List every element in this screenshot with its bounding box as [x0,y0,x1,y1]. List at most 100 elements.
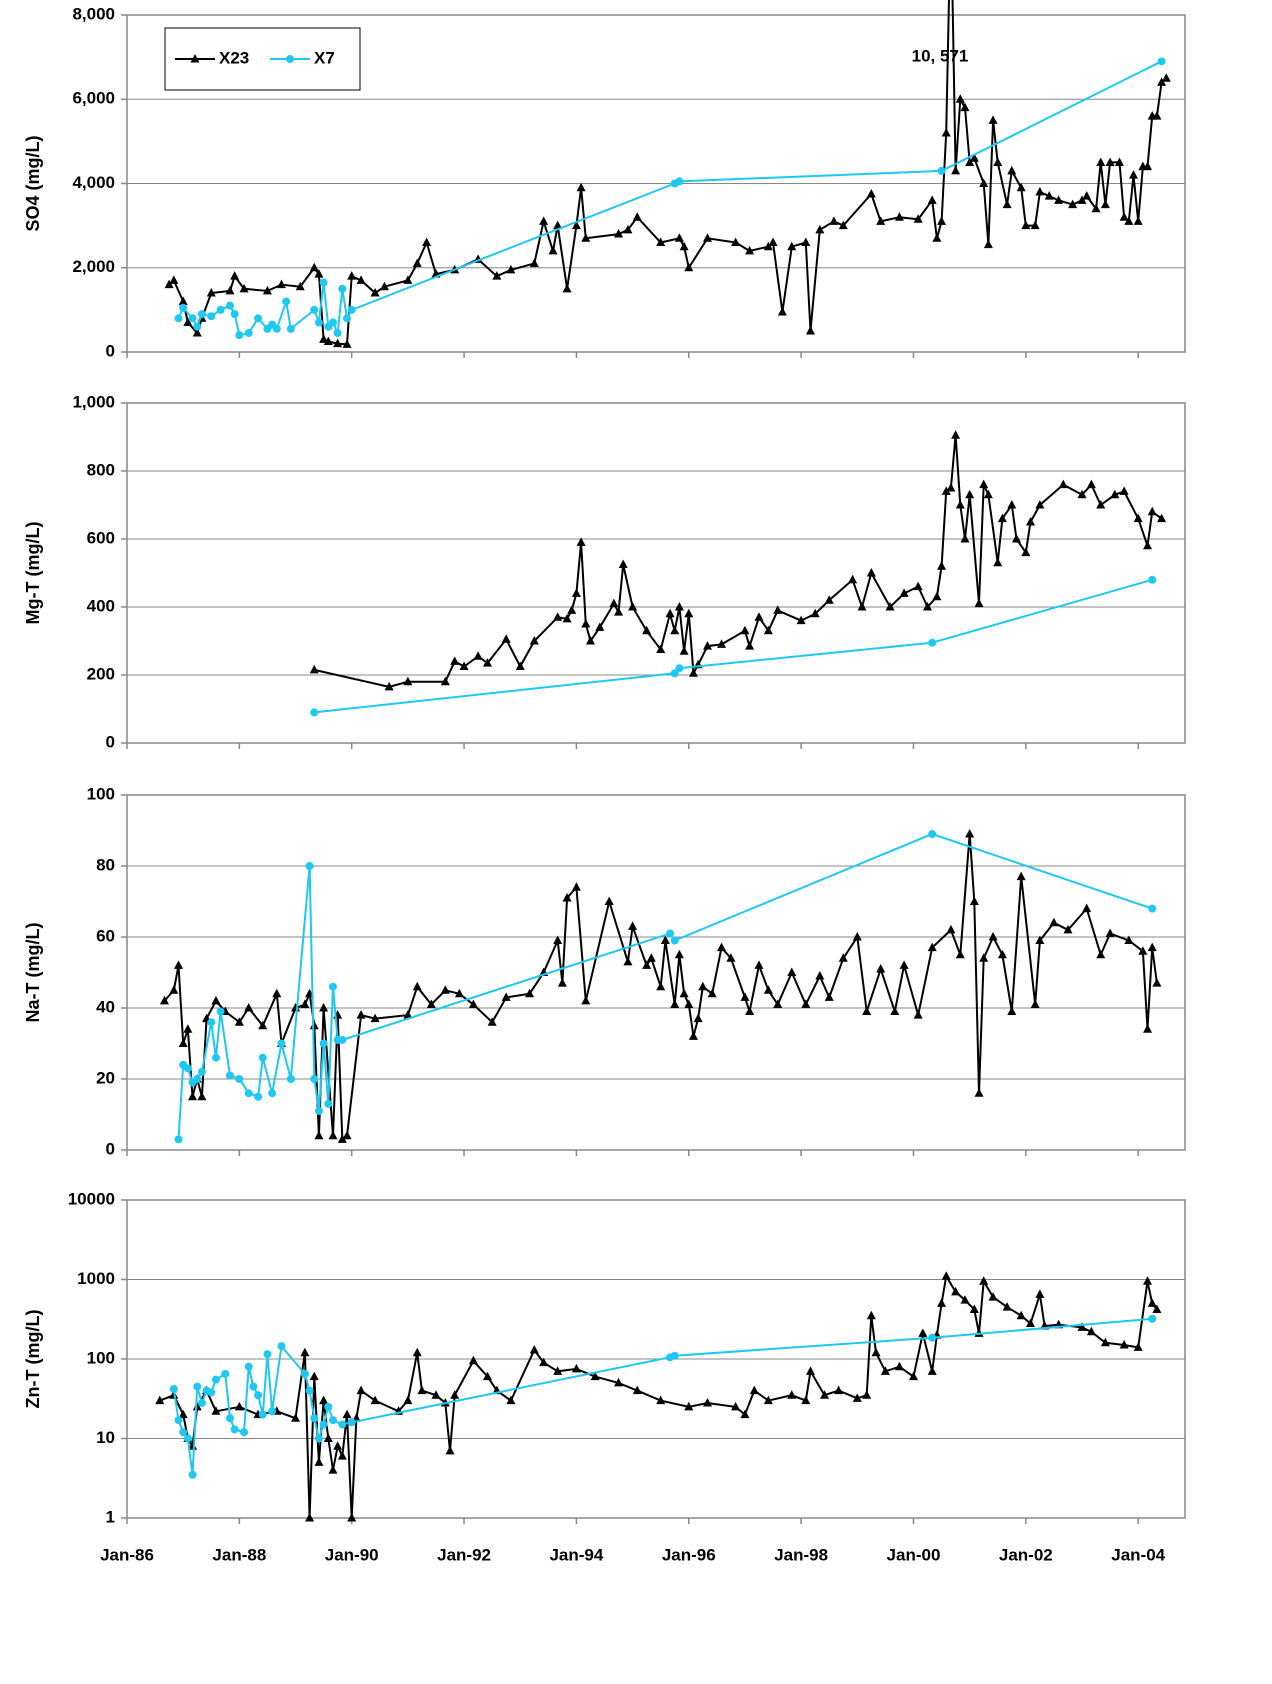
triangle-marker [852,932,862,941]
circle-marker [244,1362,253,1371]
triangle-marker [1096,157,1106,166]
triangle-marker [604,896,614,905]
triangle-marker [632,1385,642,1395]
triangle-marker [553,220,563,230]
triangle-marker [370,1013,380,1023]
circle-marker [324,1402,333,1411]
triangle-marker [459,661,469,670]
triangle-marker [197,1091,207,1101]
triangle-marker [1082,903,1092,913]
circle-marker [310,305,319,314]
triangle-marker [642,960,652,969]
triangle-marker [974,598,984,608]
triangle-marker [632,212,642,221]
circle-marker [305,862,314,870]
triangle-marker [169,275,179,284]
triangle-marker [1068,199,1078,209]
triangle-marker [506,1395,516,1405]
circle-marker [258,1053,267,1062]
triangle-marker [1016,1310,1026,1320]
triangle-marker [492,271,502,280]
triangle-marker [319,1003,329,1012]
y-tick-label: 10 [96,1428,115,1447]
triangle-marker [342,1409,352,1419]
y-tick-label: 200 [87,664,115,683]
circle-marker [1148,575,1157,584]
triangle-marker [810,608,820,618]
triangle-marker [159,995,169,1005]
triangle-marker [323,336,333,345]
triangle-marker [440,985,450,994]
triangle-marker [787,967,797,976]
triangle-marker [768,237,778,246]
circle-marker [282,297,291,306]
triangle-marker [1016,871,1026,881]
y-tick-label: 800 [87,460,115,479]
legend-box [164,27,361,91]
circle-marker [193,322,202,331]
y-tick-label: 100 [87,1348,115,1367]
circle-marker [328,1416,337,1425]
triangle-marker [581,995,591,1005]
circle-marker [240,1428,249,1437]
triangle-marker [824,595,834,604]
triangle-marker [426,999,436,1008]
triangle-marker [993,157,1003,166]
triangle-marker [815,224,825,234]
triangle-marker [913,1010,923,1019]
triangle-marker [571,220,581,230]
circle-marker [249,1382,258,1391]
triangle-marker [211,995,221,1005]
triangle-marker [894,1361,904,1371]
y-tick-label: 1 [106,1507,115,1526]
circle-marker [268,1407,277,1416]
triangle-marker [1007,165,1017,175]
triangle-marker [192,1401,202,1411]
triangle-marker [557,978,567,987]
triangle-marker [628,602,638,611]
triangle-marker [356,1010,366,1019]
triangle-marker [941,486,951,495]
triangle-marker [337,1451,347,1460]
circle-marker [670,669,679,678]
triangle-marker [1016,182,1026,192]
triangle-marker [693,1013,703,1023]
triangle-marker [412,981,422,991]
circle-marker [286,324,295,333]
triangle-marker [983,239,993,249]
circle-marker [670,936,679,945]
circle-marker [197,310,206,319]
triangle-marker [1058,479,1068,489]
triangle-marker [702,641,712,650]
triangle-marker [309,1020,319,1030]
triangle-marker [820,1390,830,1399]
triangle-marker [314,269,324,278]
y-tick-label: 0 [106,1139,115,1158]
circle-marker [343,314,352,323]
circle-marker [937,166,946,175]
triangle-marker [955,949,965,959]
x-tick-label: Jan-00 [887,1545,941,1564]
circle-marker [179,303,188,312]
triangle-marker [960,534,970,543]
triangle-marker [684,999,694,1008]
triangle-marker [183,317,193,327]
circle-marker [211,1053,220,1062]
triangle-marker [1152,1304,1162,1313]
triangle-marker [473,651,483,660]
triangle-marker [731,237,741,246]
triangle-marker [969,896,979,905]
y-tick-label: 600 [87,528,115,547]
triangle-marker [529,1344,539,1354]
circle-marker [230,1425,239,1434]
circle-marker [235,1075,244,1083]
circle-marker [235,331,244,340]
triangle-marker [1143,1024,1153,1033]
triangle-marker [440,676,450,686]
triangle-marker [679,646,689,655]
triangle-marker [548,245,558,255]
triangle-marker [234,1017,244,1026]
triangle-marker [670,625,680,635]
triangle-marker [450,1390,460,1399]
